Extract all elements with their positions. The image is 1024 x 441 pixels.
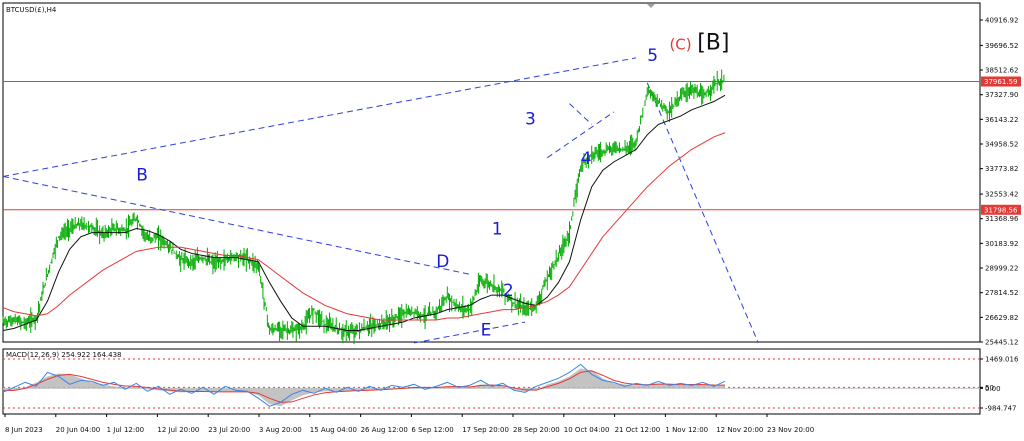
time-axis-label: 15 Aug 04:00 [310,426,357,434]
macd-histogram [3,368,725,407]
time-axis-label: 1 Nov 12:00 [665,426,708,434]
trendlines [2,57,759,344]
time-axis-label: 12 Nov 20:00 [716,426,763,434]
macd-axis-label: 0.00 [985,385,1001,393]
trendline [569,103,593,125]
time-axis-label: 21 Oct 12:00 [615,426,661,434]
macd-axis-label: -984.747 [985,405,1016,413]
price-axis-label: 25445.12 [985,339,1018,347]
time-axis-label: 23 Jul 20:00 [208,426,250,434]
level-price-tag [981,204,1021,215]
macd-title: MACD(12,26,9) 254.922 164.438 [6,351,122,359]
price-axis-label: 34958.52 [985,141,1018,149]
time-axis-label: 12 Jul 20:00 [157,426,199,434]
time-axis-label: 28 Sep 20:00 [513,426,560,434]
trendline [546,111,615,159]
macd-axis-label: 50 [985,384,994,392]
time-axis-label: 6 Sep 12:00 [411,426,453,434]
macd-signal-line [2,370,726,403]
price-axis-label: 30183.92 [985,240,1018,248]
horizontal-levels [3,81,980,211]
trendline [2,57,637,177]
wave-label: 4 [581,149,592,169]
macd-levels [3,358,980,409]
macd-series [2,363,726,407]
trendline [646,82,759,344]
price-axis-label: 31368.96 [985,215,1019,223]
price-panel-border [2,2,981,343]
wave-labels: B D E 1 2 3 4 5 (C) [B] [136,30,729,340]
time-axis-label: 8 Jun 2023 [5,426,43,434]
time-axis-label: 10 Oct 04:00 [564,426,610,434]
macd-main-line [2,363,726,407]
time-axis-label: 17 Sep 20:00 [462,426,509,434]
price-axis-label: 26629.82 [985,314,1018,322]
wave-label: E [481,321,492,341]
level-price-tag [981,76,1021,87]
price-series [2,69,726,345]
price-axis-label: 36143.22 [985,116,1018,124]
level-price-label: 37961.59 [984,78,1017,86]
price-axis-label: 33773.82 [985,165,1018,173]
macd-axis-label: 1469.016 [985,356,1019,364]
price-axis-label: 27814.52 [985,289,1018,297]
wave-label: 3 [525,109,536,129]
macd-axis: 1469.016 500.00 -984.747 [980,356,1019,413]
price-axis: 40916.92 39696.52 38512.62 37327.90 36143.22… [980,17,1021,347]
macd-panel-border [2,348,981,415]
moving-average-slow [2,132,726,321]
price-axis-label: 40916.92 [985,17,1018,25]
chart-shift-marker[interactable] [647,4,655,8]
price-axis-label: 37327.90 [985,91,1018,99]
moving-average-fast [2,94,726,331]
time-axis-label: 26 Aug 12:00 [361,426,408,434]
time-axis-label: 3 Aug 20:00 [259,426,302,434]
time-axis: 8 Jun 2023 20 Jun 04:00 1 Jul 12:00 12 Jul … [4,414,814,434]
time-axis-label: 23 Nov 20:00 [767,426,814,434]
level-price-label: 31798.56 [984,206,1018,214]
wave-label: B [136,166,148,186]
trendline [413,321,526,344]
price-axis-label: 39696.52 [985,42,1018,50]
time-axis-label: 20 Jun 04:00 [56,426,100,434]
wave-label: 5 [647,46,658,66]
price-axis-label: 32553.42 [985,191,1018,199]
price-axis-label: 28999.22 [985,265,1018,273]
macd-panel[interactable]: MACD(12,26,9) 254.922 164.438 [2,348,981,415]
wave-label: [B] [697,30,729,55]
price-panel[interactable]: B D E 1 2 3 4 5 (C) [B] BTCUSD(£),H4 [2,2,981,345]
wave-label: 2 [503,281,514,301]
wave-label: 1 [492,220,503,240]
symbol-title: BTCUSD(£),H4 [6,6,57,14]
time-axis-label: 1 Jul 12:00 [107,426,145,434]
wave-label: D [436,252,449,272]
wave-label: (C) [669,35,691,53]
price-axis-label: 38512.62 [985,67,1018,75]
